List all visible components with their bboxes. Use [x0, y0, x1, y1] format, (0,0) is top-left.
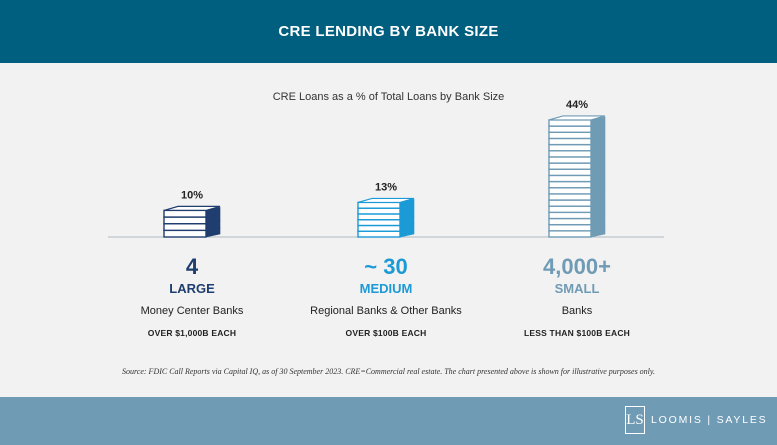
group-size-label: LARGE — [169, 281, 215, 296]
group-kind: Money Center Banks — [140, 305, 244, 317]
bar — [163, 205, 221, 238]
source-note: Source: FDIC Call Reports via Capital IQ… — [121, 367, 656, 376]
logo-mark-text: LS — [626, 411, 644, 428]
bar — [357, 197, 415, 238]
group-count: ~ 30 — [364, 254, 408, 279]
group-size-label: MEDIUM — [359, 281, 413, 296]
group-count: 4,000+ — [543, 254, 611, 279]
ls-monogram-icon: LS — [625, 406, 645, 434]
group-medium: ~ 30 MEDIUM Regional Banks & Other Banks… — [286, 254, 486, 339]
group-threshold: OVER $100B EACH — [345, 328, 427, 338]
header-bar: CRE LENDING BY BANK SIZE — [0, 0, 777, 63]
page-title: CRE LENDING BY BANK SIZE — [278, 23, 499, 40]
company-logo: LS LOOMIS | SAYLES — [625, 405, 767, 435]
group-kind: Regional Banks & Other Banks — [310, 305, 462, 317]
data-label: 13% — [375, 181, 397, 193]
footer-bar — [0, 397, 777, 445]
chart-title: CRE Loans as a % of Total Loans by Bank … — [272, 91, 505, 103]
data-label: 44% — [566, 99, 588, 111]
group-large: 4 LARGE Money Center Banks OVER $1,000B … — [92, 254, 292, 339]
group-small: 4,000+ SMALL Banks LESS THAN $100B EACH — [477, 254, 677, 339]
group-kind: Banks — [561, 305, 593, 317]
logo-text: LOOMIS | SAYLES — [651, 414, 768, 426]
data-label: 10% — [181, 189, 203, 201]
group-size-label: SMALL — [554, 281, 600, 296]
group-count: 4 — [185, 254, 199, 279]
group-threshold: OVER $1,000B EACH — [147, 328, 237, 338]
group-threshold: LESS THAN $100B EACH — [523, 328, 631, 338]
bar — [548, 115, 606, 238]
